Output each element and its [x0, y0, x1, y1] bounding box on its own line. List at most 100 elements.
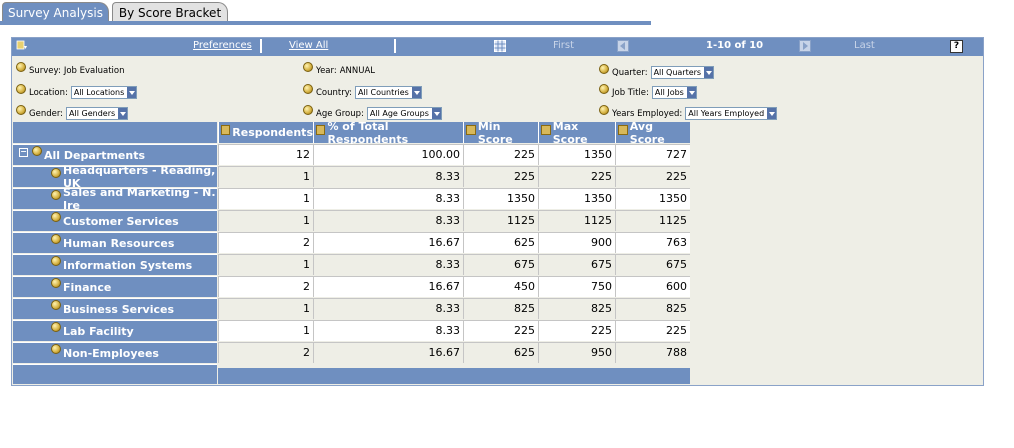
job-title-node-icon[interactable]	[599, 83, 609, 94]
row-header[interactable]: Business Services	[13, 298, 217, 319]
country-select[interactable]: All Countries	[355, 86, 422, 99]
years-employed-node-icon[interactable]	[599, 104, 609, 115]
table-cell: 788	[615, 342, 690, 363]
job-title-select-value: All Jobs	[654, 88, 684, 97]
nav-separator	[394, 39, 396, 53]
node-icon[interactable]	[51, 256, 61, 266]
year-node-icon[interactable]	[303, 62, 313, 72]
job-title-select[interactable]: All Jobs	[651, 86, 697, 99]
row-header[interactable]: Sales and Marketing - N. Ire	[13, 186, 217, 212]
grid-footer-bar	[218, 368, 690, 384]
chevron-down-icon[interactable]	[411, 87, 421, 98]
column-header-percent-total[interactable]: % of Total Respondents	[313, 120, 463, 146]
age-group-node-icon[interactable]	[303, 104, 313, 115]
node-icon[interactable]	[32, 146, 42, 156]
row-label: Human Resources	[63, 236, 175, 250]
node-icon[interactable]	[51, 322, 61, 332]
download-icon[interactable]	[16, 40, 28, 52]
collapse-icon[interactable]: −	[19, 146, 28, 157]
column-header-min-score[interactable]: Min Score	[463, 119, 538, 146]
table-cell: 950	[538, 342, 615, 363]
table-cell: 16.67	[313, 342, 463, 363]
view-all-link[interactable]: View All	[289, 40, 329, 51]
preferences-link[interactable]: Preferences	[193, 40, 252, 51]
gender-select-value: All Genders	[69, 109, 116, 118]
years-employed-select-value: All Years Employed	[688, 109, 765, 118]
table-cell: 225	[538, 166, 615, 187]
column-header-max-score[interactable]: Max Score	[538, 119, 615, 146]
table-cell: 450	[463, 276, 538, 297]
row-label: Lab Facility	[63, 324, 134, 338]
node-icon[interactable]	[51, 344, 61, 354]
table-cell: 1125	[463, 210, 538, 231]
years-employed-label: Years Employed:	[612, 108, 683, 119]
chevron-down-icon[interactable]	[118, 108, 128, 119]
column-header-avg-score[interactable]: Avg Score	[615, 119, 690, 146]
location-select[interactable]: All Locations	[70, 86, 138, 99]
table-cell: 1350	[463, 188, 538, 209]
table-cell: 825	[615, 298, 690, 319]
filter-job-title: Job Title: All Jobs	[599, 83, 697, 99]
tab-underline	[0, 21, 651, 25]
chevron-down-icon[interactable]	[431, 108, 441, 119]
table-cell: 2	[218, 232, 313, 253]
row-header[interactable]: Information Systems	[13, 254, 217, 275]
chevron-down-icon[interactable]	[686, 87, 696, 98]
node-icon[interactable]	[51, 278, 61, 288]
row-header[interactable]: Headquarters - Reading, UK	[13, 164, 217, 190]
previous-arrow-icon[interactable]	[617, 40, 629, 52]
quarter-select[interactable]: All Quarters	[650, 66, 715, 79]
gender-select[interactable]: All Genders	[66, 107, 129, 120]
row-axis-footer	[13, 364, 217, 384]
node-icon[interactable]	[51, 234, 61, 244]
row-header[interactable]: Customer Services	[13, 210, 217, 231]
tab-survey-analysis[interactable]: Survey Analysis	[2, 2, 109, 23]
quarter-node-icon[interactable]	[599, 63, 609, 74]
first-link[interactable]: First	[553, 40, 575, 51]
quarter-label: Quarter:	[612, 67, 648, 78]
table-cell: 1350	[615, 188, 690, 209]
row-header-all-departments[interactable]: − All Departments	[13, 144, 217, 165]
measure-cube-icon	[221, 124, 231, 135]
age-group-select[interactable]: All Age Groups	[366, 107, 442, 120]
row-header[interactable]: Lab Facility	[13, 320, 217, 341]
country-label: Country:	[316, 87, 353, 98]
row-label: Business Services	[63, 302, 175, 316]
table-cell: 1350	[538, 144, 615, 165]
table-cell: 675	[463, 254, 538, 275]
table-cell: 225	[615, 166, 690, 187]
last-link[interactable]: Last	[854, 40, 875, 51]
table-cell: 825	[463, 298, 538, 319]
table-cell: 1	[218, 298, 313, 319]
row-header[interactable]: Human Resources	[13, 232, 217, 253]
column-header-label: Min Score	[477, 119, 513, 146]
gender-node-icon[interactable]	[16, 104, 26, 115]
measure-cube-icon	[466, 124, 476, 135]
age-group-label: Age Group:	[316, 108, 364, 119]
table-cell: 625	[463, 342, 538, 363]
column-header-respondents[interactable]: Respondents	[218, 122, 313, 143]
country-node-icon[interactable]	[303, 83, 313, 94]
chevron-down-icon[interactable]	[767, 108, 777, 119]
node-icon[interactable]	[51, 190, 61, 200]
node-icon[interactable]	[51, 300, 61, 310]
chevron-down-icon[interactable]	[704, 67, 714, 78]
grid-view-icon[interactable]	[494, 40, 506, 52]
column-header-label: Max Score	[552, 119, 588, 146]
tab-by-score-bracket[interactable]: By Score Bracket	[112, 2, 228, 23]
node-icon[interactable]	[51, 212, 61, 222]
row-label: Finance	[63, 280, 112, 294]
location-node-icon[interactable]	[16, 83, 26, 94]
row-label: Headquarters - Reading, UK	[63, 164, 216, 190]
survey-node-icon[interactable]	[16, 62, 26, 72]
next-arrow-icon[interactable]	[799, 40, 811, 52]
help-icon[interactable]: ?	[950, 40, 963, 53]
column-header-label: Avg Score	[629, 119, 665, 146]
table-cell: 900	[538, 232, 615, 253]
row-header[interactable]: Non-Employees	[13, 342, 217, 363]
years-employed-select[interactable]: All Years Employed	[685, 107, 778, 120]
node-icon[interactable]	[51, 168, 61, 178]
chevron-down-icon[interactable]	[127, 87, 137, 98]
survey-label: Survey:	[29, 66, 61, 76]
row-header[interactable]: Finance	[13, 276, 217, 297]
